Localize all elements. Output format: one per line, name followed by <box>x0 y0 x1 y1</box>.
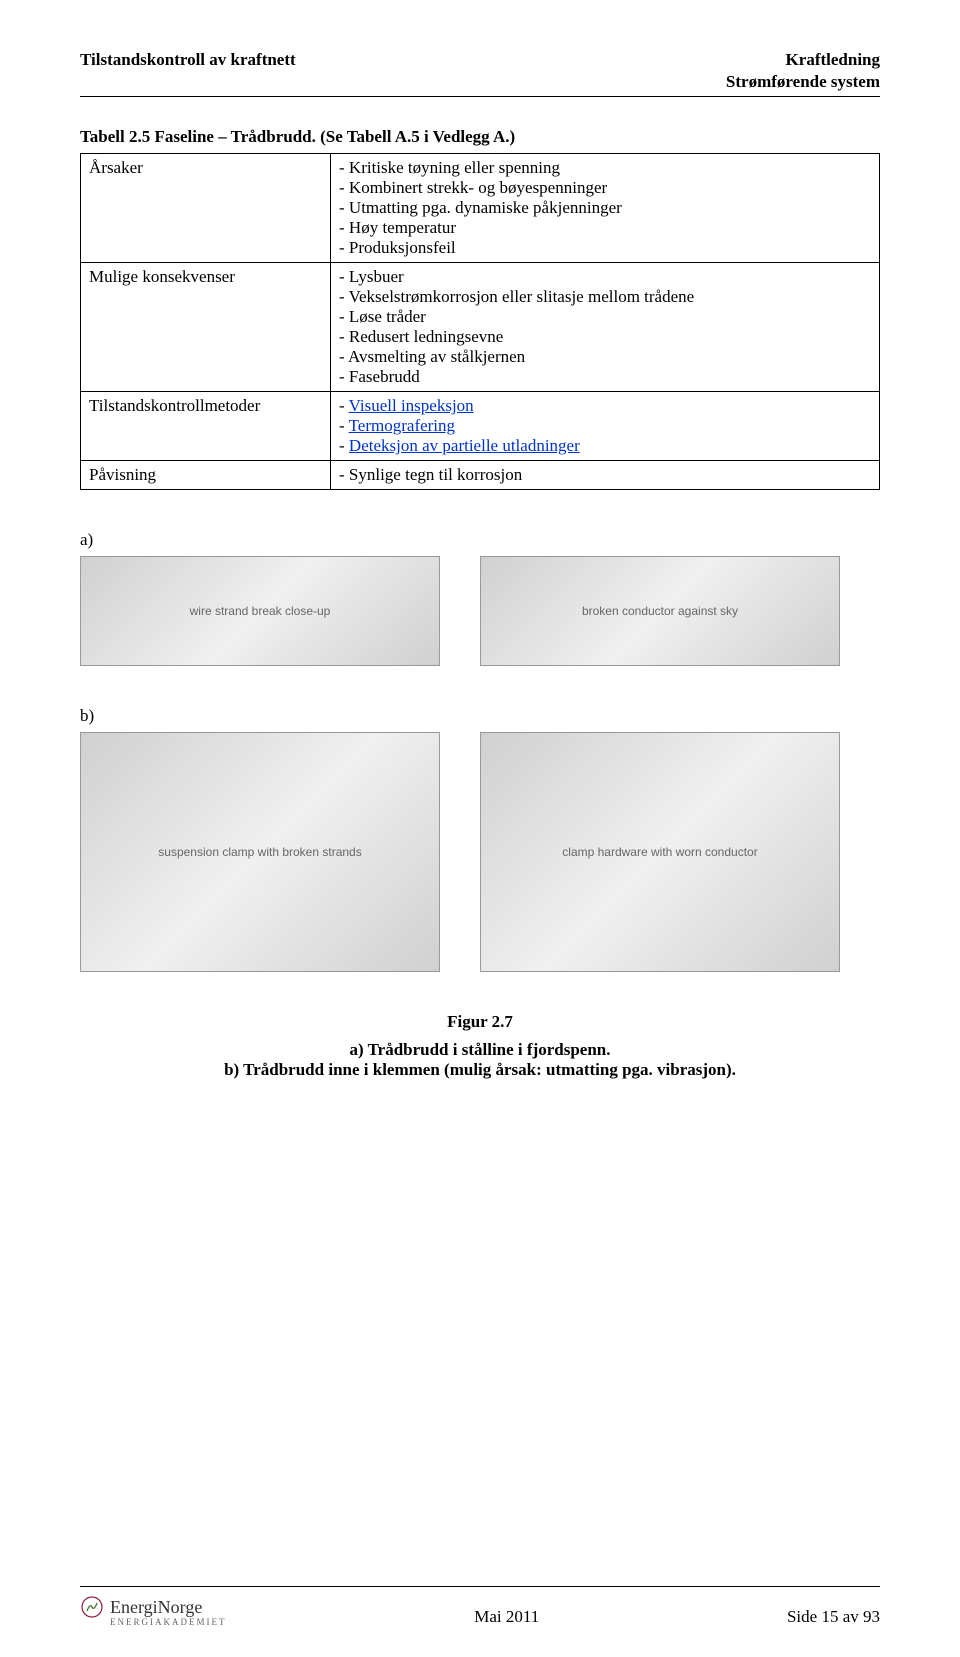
link-visuell-inspeksjon[interactable]: Visuell inspeksjon <box>349 396 474 415</box>
list-item: - Synlige tegn til korrosjon <box>339 465 871 485</box>
row-content-metoder: - Visuell inspeksjon - Termografering - … <box>331 392 880 461</box>
figure-a1: wire strand break close-up <box>80 556 440 666</box>
row-content-arsaker: - Kritiske tøyning eller spenning - Komb… <box>331 154 880 263</box>
logo-text: EnergiNorge <box>110 1597 202 1618</box>
table-row: Årsaker - Kritiske tøyning eller spennin… <box>81 154 880 263</box>
row-label-arsaker: Årsaker <box>81 154 331 263</box>
list-item: - Høy temperatur <box>339 218 871 238</box>
figure-b2: clamp hardware with worn conductor <box>480 732 840 972</box>
header-left: Tilstandskontroll av kraftnett <box>80 50 296 70</box>
footer-divider <box>80 1586 880 1587</box>
figure-label-b: b) <box>80 706 880 726</box>
figure-caption-b: b) Trådbrudd inne i klemmen (mulig årsak… <box>80 1060 880 1080</box>
list-item: - Visuell inspeksjon <box>339 396 871 416</box>
footer-date: Mai 2011 <box>474 1607 539 1627</box>
table-row: Mulige konsekvenser - Lysbuer - Vekselst… <box>81 263 880 392</box>
footer-page-number: Side 15 av 93 <box>787 1607 880 1627</box>
link-deteksjon[interactable]: Deteksjon av partielle utladninger <box>349 436 580 455</box>
list-item: - Fasebrudd <box>339 367 871 387</box>
figure-label-a: a) <box>80 530 880 550</box>
figure-caption-a: a) Trådbrudd i stålline i fjordspenn. <box>80 1040 880 1060</box>
list-item: - Vekselstrømkorrosjon eller slitasje me… <box>339 287 871 307</box>
logo-subtext: ENERGIAKADEMIET <box>110 1617 226 1627</box>
table-row: Påvisning - Synlige tegn til korrosjon <box>81 461 880 490</box>
header-right-sub: Strømførende system <box>80 72 880 92</box>
table-row: Tilstandskontrollmetoder - Visuell inspe… <box>81 392 880 461</box>
list-item: - Deteksjon av partielle utladninger <box>339 436 871 456</box>
figure-number: Figur 2.7 <box>80 1012 880 1032</box>
figure-a2: broken conductor against sky <box>480 556 840 666</box>
list-item: - Lysbuer <box>339 267 871 287</box>
row-label-pavisning: Påvisning <box>81 461 331 490</box>
list-item: - Produksjonsfeil <box>339 238 871 258</box>
list-item: - Utmatting pga. dynamiske påkjenninger <box>339 198 871 218</box>
list-item: - Avsmelting av stålkjernen <box>339 347 871 367</box>
link-termografering[interactable]: Termografering <box>349 416 455 435</box>
row-content-pavisning: - Synlige tegn til korrosjon <box>331 461 880 490</box>
footer-logo: EnergiNorge ENERGIAKADEMIET <box>80 1595 226 1627</box>
list-item: - Kombinert strekk- og bøyespenninger <box>339 178 871 198</box>
energinorge-icon <box>80 1595 104 1619</box>
row-content-konsekvenser: - Lysbuer - Vekselstrømkorrosjon eller s… <box>331 263 880 392</box>
list-item: - Kritiske tøyning eller spenning <box>339 158 871 178</box>
page-footer: EnergiNorge ENERGIAKADEMIET Mai 2011 Sid… <box>80 1578 880 1627</box>
row-label-konsekvenser: Mulige konsekvenser <box>81 263 331 392</box>
row-label-metoder: Tilstandskontrollmetoder <box>81 392 331 461</box>
list-item: - Løse tråder <box>339 307 871 327</box>
list-item: - Redusert ledningsevne <box>339 327 871 347</box>
header-divider <box>80 96 880 97</box>
list-item: - Termografering <box>339 416 871 436</box>
figure-b1: suspension clamp with broken strands <box>80 732 440 972</box>
header-right-top: Kraftledning <box>786 50 880 70</box>
defect-table: Årsaker - Kritiske tøyning eller spennin… <box>80 153 880 490</box>
table-caption: Tabell 2.5 Faseline – Trådbrudd. (Se Tab… <box>80 127 880 147</box>
